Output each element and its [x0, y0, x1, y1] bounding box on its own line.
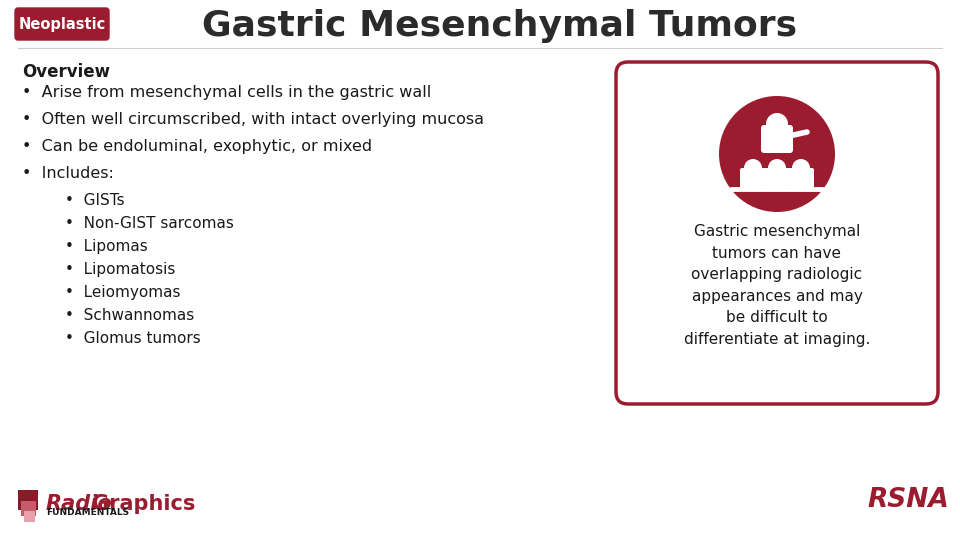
Text: •  Lipomas: • Lipomas [65, 239, 148, 254]
Text: RSNA: RSNA [867, 487, 948, 513]
Text: Gastric Mesenchymal Tumors: Gastric Mesenchymal Tumors [203, 9, 798, 43]
Text: FUNDAMENTALS: FUNDAMENTALS [46, 508, 130, 517]
Text: Radio: Radio [46, 494, 112, 514]
Circle shape [766, 113, 788, 135]
Text: •  Can be endoluminal, exophytic, or mixed: • Can be endoluminal, exophytic, or mixe… [22, 139, 372, 154]
Text: Neoplastic: Neoplastic [18, 17, 106, 31]
FancyBboxPatch shape [15, 8, 109, 40]
FancyBboxPatch shape [764, 168, 790, 188]
Text: Gastric mesenchymal
tumors can have
overlapping radiologic
appearances and may
b: Gastric mesenchymal tumors can have over… [684, 224, 870, 347]
Text: Graphics: Graphics [92, 494, 196, 514]
Text: •  Schwannomas: • Schwannomas [65, 308, 194, 323]
Bar [21, 501, 36, 516]
Circle shape [792, 159, 810, 177]
Text: •  Includes:: • Includes: [22, 166, 114, 181]
Text: •  Leiomyomas: • Leiomyomas [65, 285, 180, 300]
Circle shape [719, 96, 835, 212]
Circle shape [744, 159, 762, 177]
Text: •  Glomus tumors: • Glomus tumors [65, 331, 201, 346]
Text: •  GISTs: • GISTs [65, 193, 125, 208]
Circle shape [768, 159, 786, 177]
Text: •  Lipomatosis: • Lipomatosis [65, 262, 176, 277]
FancyBboxPatch shape [761, 125, 793, 153]
FancyBboxPatch shape [740, 168, 766, 188]
Bar [24, 511, 35, 522]
Text: •  Often well circumscribed, with intact overlying mucosa: • Often well circumscribed, with intact … [22, 112, 484, 127]
Text: Overview: Overview [22, 63, 110, 81]
FancyBboxPatch shape [616, 62, 938, 404]
Text: •  Arise from mesenchymal cells in the gastric wall: • Arise from mesenchymal cells in the ga… [22, 85, 431, 100]
FancyBboxPatch shape [788, 168, 814, 188]
Bar [18, 490, 38, 510]
Text: •  Non-GIST sarcomas: • Non-GIST sarcomas [65, 216, 234, 231]
